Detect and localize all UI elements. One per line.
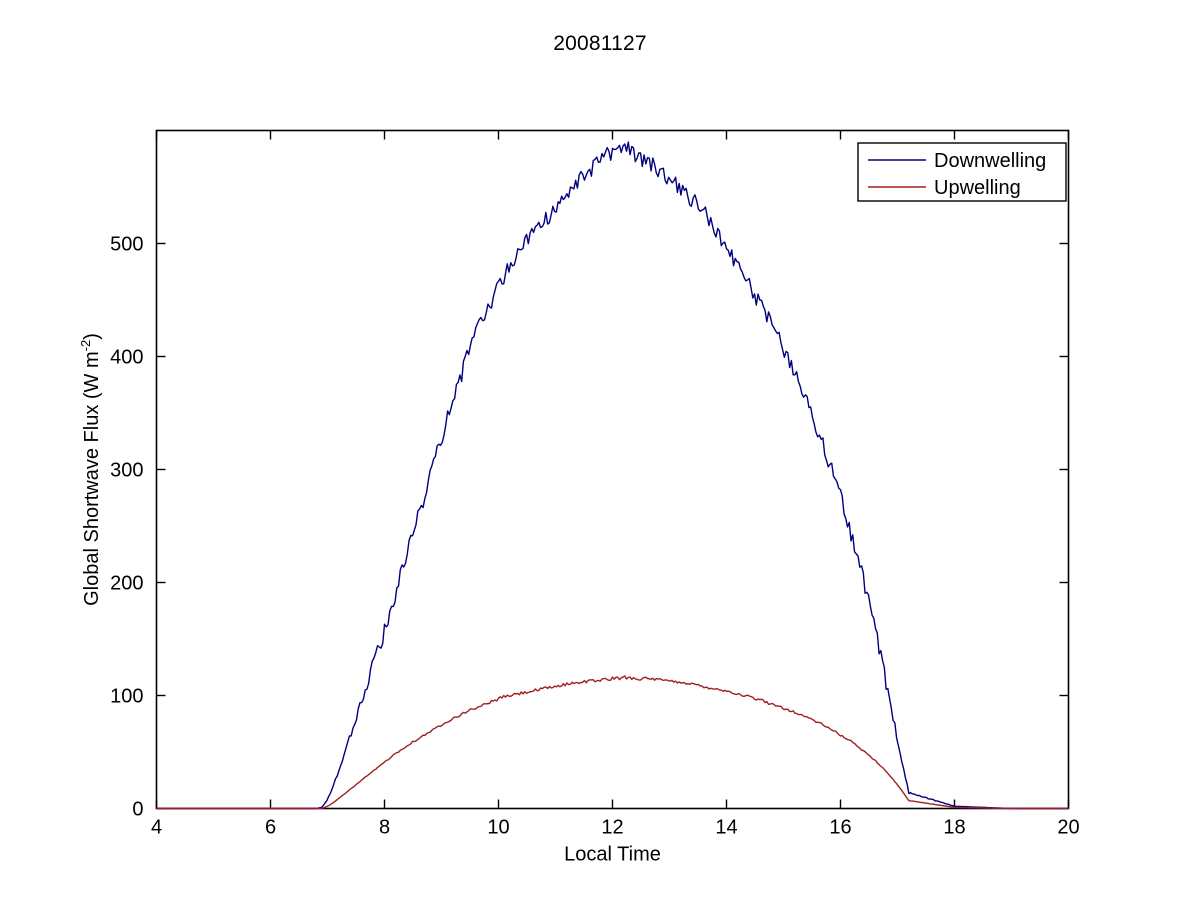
x-tick-label: 10 bbox=[487, 817, 509, 839]
plot-box bbox=[155, 129, 1070, 810]
y-axis-title-superscript: -2 bbox=[78, 340, 93, 352]
legend-label-0[interactable]: Downwelling bbox=[934, 150, 1046, 172]
x-axis-title: Local Time bbox=[564, 844, 661, 866]
x-tick-label: 12 bbox=[601, 817, 623, 839]
axis-titles: Local Time Global Shortwave Flux (W m-2) bbox=[78, 333, 661, 865]
y-tick-label: 500 bbox=[110, 234, 143, 256]
y-tick-label: 100 bbox=[110, 686, 143, 708]
x-tick-label: 8 bbox=[379, 817, 390, 839]
y-axis-title-main: Global Shortwave Flux (W m bbox=[81, 351, 103, 606]
x-tick-label: 6 bbox=[265, 817, 276, 839]
plot-box-border bbox=[155, 129, 1070, 810]
y-axis-ticks: 0 100 200 300 400 500 bbox=[110, 234, 1069, 821]
y-axis-title-close: ) bbox=[81, 333, 103, 340]
data-series-group bbox=[156, 141, 1069, 810]
legend-label-1[interactable]: Upwelling bbox=[934, 177, 1021, 199]
x-axis-ticks: 4 6 8 10 12 14 16 18 20 bbox=[151, 130, 1080, 839]
legend-box[interactable] bbox=[857, 142, 1067, 202]
series-line-upwelling bbox=[156, 675, 1069, 810]
x-tick-label: 16 bbox=[829, 817, 851, 839]
x-tick-label: 18 bbox=[943, 817, 965, 839]
x-tick-label: 20 bbox=[1057, 817, 1079, 839]
y-tick-label: 300 bbox=[110, 460, 143, 482]
y-tick-label: 400 bbox=[110, 347, 143, 369]
chart-legend[interactable]: Downwelling Upwelling bbox=[857, 142, 1067, 202]
x-tick-label: 4 bbox=[151, 817, 162, 839]
series-line-downwelling bbox=[156, 141, 1069, 810]
y-axis-title: Global Shortwave Flux (W m-2) bbox=[78, 333, 103, 606]
chart-title: 20081127 bbox=[553, 32, 647, 55]
y-tick-label: 200 bbox=[110, 573, 143, 595]
x-tick-label: 14 bbox=[715, 817, 737, 839]
y-tick-label: 0 bbox=[132, 799, 143, 821]
